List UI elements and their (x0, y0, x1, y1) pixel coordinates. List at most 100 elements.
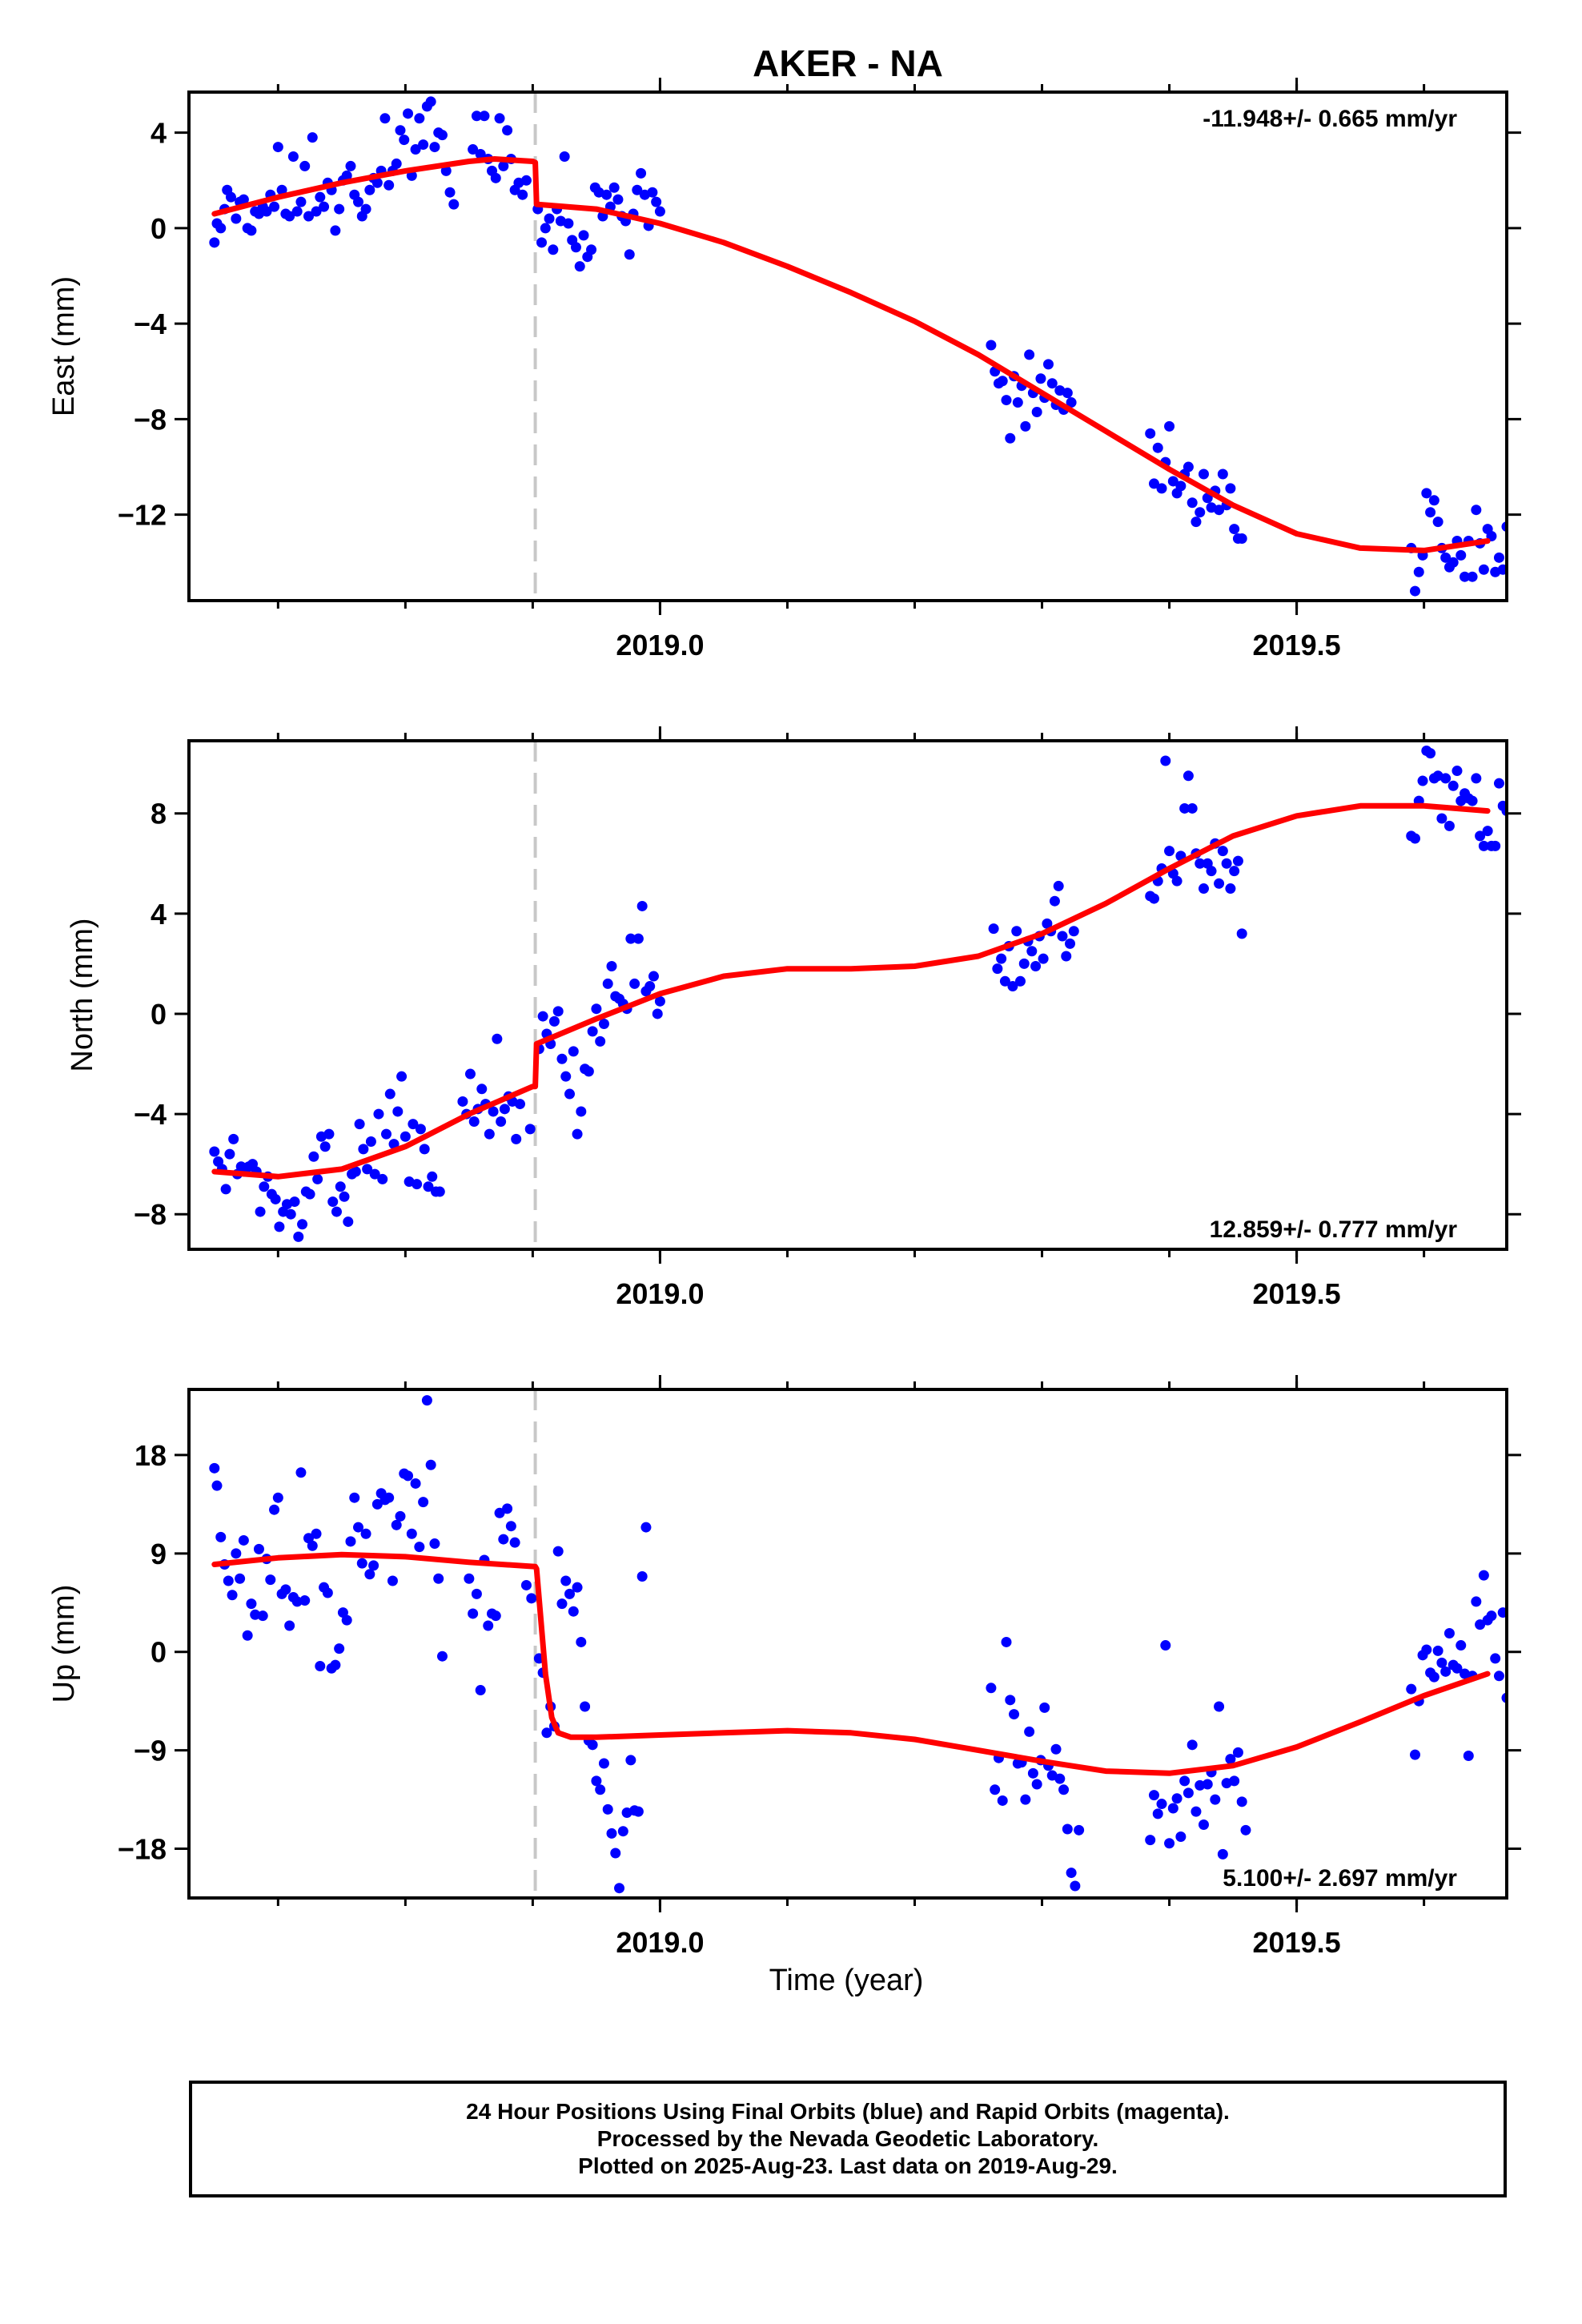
y-axis-label: Up (mm) (47, 1585, 81, 1703)
data-point (334, 203, 345, 215)
data-point (235, 1573, 246, 1584)
data-point (587, 1026, 598, 1037)
data-point (272, 142, 283, 153)
data-point (632, 1806, 644, 1817)
data-point (238, 1534, 249, 1546)
data-point (1447, 780, 1459, 791)
data-point (494, 113, 505, 124)
data-point (1232, 855, 1243, 866)
data-point (654, 206, 665, 217)
data-point (1058, 1784, 1070, 1795)
data-point (1152, 1808, 1163, 1819)
y-tick-label: 18 (135, 1439, 167, 1472)
data-point (211, 1480, 223, 1491)
data-point (418, 1497, 429, 1508)
data-point (1152, 442, 1163, 453)
data-point (253, 1543, 264, 1554)
data-point (591, 1775, 602, 1787)
data-point (1186, 802, 1198, 814)
data-point (1232, 1747, 1243, 1758)
data-point (1182, 1787, 1194, 1799)
data-point (484, 1128, 495, 1140)
data-point (1443, 1628, 1455, 1639)
data-point (1229, 524, 1240, 535)
data-point (560, 1071, 572, 1082)
data-point (395, 1510, 406, 1522)
data-point (496, 1116, 507, 1127)
data-point (269, 201, 280, 212)
footer-line-3: Plotted on 2025-Aug-23. Last data on 201… (578, 2153, 1118, 2178)
data-point (297, 1219, 308, 1230)
data-point (228, 1133, 239, 1144)
data-point (563, 218, 574, 229)
data-point (1054, 1773, 1066, 1784)
data-point (498, 160, 509, 171)
data-point (1463, 1750, 1474, 1761)
plot-area (209, 1389, 1507, 1898)
data-point (520, 175, 532, 186)
data-point (425, 1459, 436, 1470)
data-point (379, 113, 391, 124)
data-point (373, 1108, 384, 1120)
data-point (412, 1179, 423, 1190)
plot-frame (187, 1388, 1508, 1900)
data-point (1417, 775, 1428, 786)
data-point (403, 1470, 414, 1482)
data-point (383, 179, 395, 191)
data-point (587, 1739, 598, 1751)
data-point (999, 975, 1010, 987)
data-point (1229, 866, 1240, 877)
y-tick-label: 0 (151, 1636, 167, 1669)
data-point (617, 1826, 628, 1837)
data-point (1164, 1838, 1175, 1849)
data-point (1018, 958, 1030, 969)
data-point (583, 1066, 594, 1077)
data-point (492, 1033, 503, 1044)
data-point (1456, 549, 1467, 561)
data-point (595, 1035, 606, 1047)
data-point (479, 111, 490, 122)
data-point (1478, 1570, 1489, 1581)
data-point (365, 1136, 376, 1147)
data-point (436, 1651, 448, 1662)
data-point (564, 1588, 576, 1599)
data-point (1014, 975, 1026, 987)
data-point (514, 1099, 525, 1110)
data-point (601, 189, 612, 200)
data-point (1456, 1640, 1467, 1651)
data-point (1421, 488, 1432, 499)
data-point (1195, 1779, 1206, 1791)
data-point (1471, 505, 1482, 516)
data-point (1425, 748, 1436, 759)
data-point (299, 160, 311, 171)
data-point (598, 1758, 609, 1769)
data-point (289, 1196, 300, 1208)
data-point (220, 1184, 231, 1195)
data-point (1012, 397, 1023, 408)
data-point (541, 1727, 552, 1739)
data-point (371, 177, 383, 188)
data-point (654, 995, 665, 1007)
data-point (1179, 1775, 1191, 1787)
data-point (1186, 1739, 1198, 1751)
data-point (304, 1188, 315, 1200)
data-point (255, 1206, 266, 1217)
plot-frame (187, 90, 1508, 602)
data-point (334, 1643, 345, 1655)
data-point (559, 151, 570, 162)
data-point (1440, 552, 1452, 563)
data-point (1428, 495, 1439, 506)
data-point (364, 1569, 375, 1580)
data-point (414, 113, 425, 124)
data-point (468, 1608, 479, 1619)
data-point (354, 1119, 365, 1130)
data-point (440, 165, 452, 176)
data-point (1475, 830, 1486, 842)
y-axis-label: North (mm) (66, 918, 99, 1072)
data-point (1164, 420, 1175, 432)
y-tick-label: −12 (118, 499, 167, 532)
data-point (1042, 359, 1054, 370)
data-point (429, 142, 440, 153)
data-point (1409, 1749, 1420, 1760)
data-point (1066, 1868, 1077, 1879)
